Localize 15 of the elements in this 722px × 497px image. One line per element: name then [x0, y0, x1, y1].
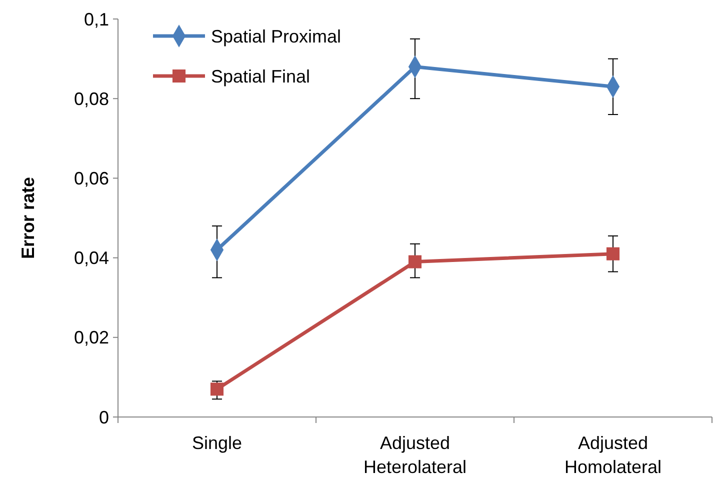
y-axis-title: Error rate: [18, 176, 38, 260]
point: [210, 382, 224, 396]
x-tick-label: Adjusted Homolateral: [564, 433, 662, 477]
y-tick-label: 0: [98, 407, 109, 428]
x-tick-label: Adjusted Heterolateral: [363, 433, 467, 477]
point: [606, 247, 620, 260]
x-tick-label: Single: [192, 433, 242, 453]
y-tick-label: 0,02: [74, 328, 109, 348]
y-tick-label: 0,06: [74, 168, 109, 188]
y-tick-label: 0,04: [74, 248, 109, 268]
legend-label: Spatial Proximal: [211, 26, 342, 46]
y-tick-label: 0,08: [74, 88, 109, 109]
y-tick-label: 0,1: [84, 9, 109, 30]
point: [408, 255, 422, 268]
legend-label: Spatial Final: [211, 66, 310, 86]
